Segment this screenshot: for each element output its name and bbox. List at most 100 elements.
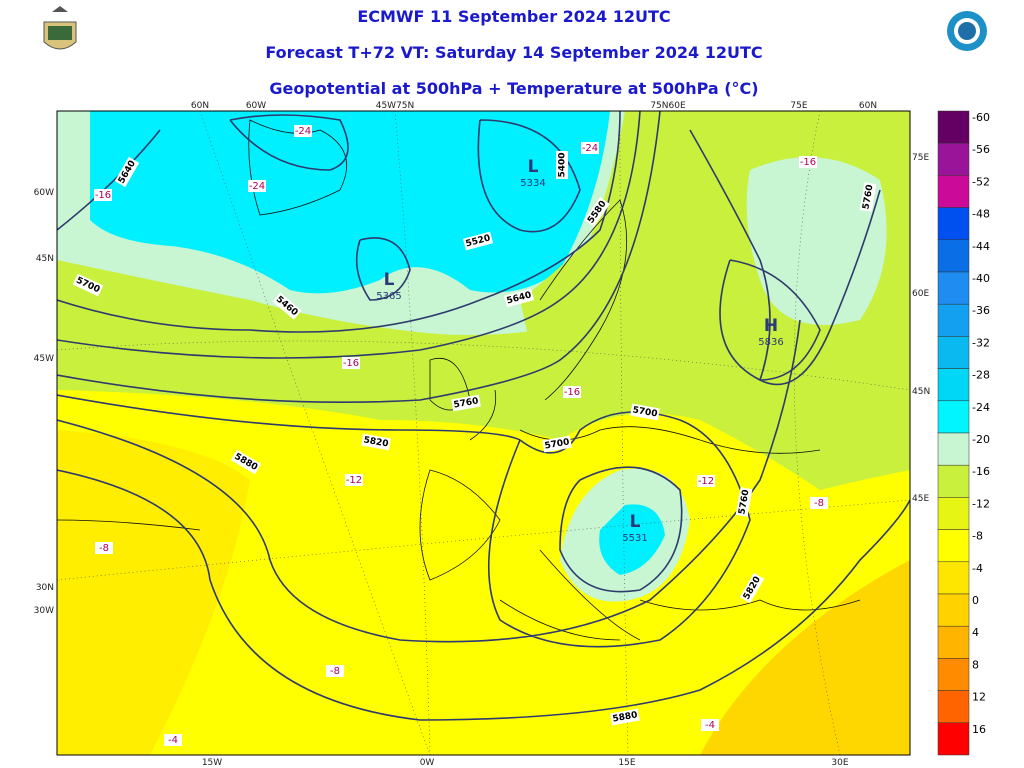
colorbar-label: 8 [972, 658, 979, 671]
contour-label-bg [584, 197, 610, 227]
colorbar-label: -12 [972, 497, 990, 510]
lon-label: 60W [246, 101, 266, 111]
colorbar-swatch [937, 722, 970, 756]
pressure-center-value: 5334 [520, 178, 545, 189]
lat-label: 60E [912, 289, 929, 299]
temp-label-bg [94, 189, 112, 201]
colorbar-label: -16 [972, 465, 990, 478]
contour-label-bg [72, 273, 104, 297]
colorbar-swatch [937, 142, 970, 176]
colorbar-label: -52 [972, 175, 990, 188]
pressure-center: L [384, 270, 395, 290]
pressure-center-value: 5836 [758, 337, 783, 348]
colorbar-swatch [937, 593, 970, 627]
contour-label-text: 5700 [632, 405, 658, 419]
colorbar-swatch [937, 271, 970, 305]
colorbar-label: -48 [972, 208, 990, 221]
contour-label-bg [735, 487, 753, 517]
temp-label: -4 [168, 735, 178, 746]
colorbar-swatch [937, 658, 970, 691]
temp-label-bg [248, 180, 266, 192]
contour-label: 5760 [451, 394, 481, 412]
temp-label: -16 [343, 358, 359, 369]
colorbar-label: -40 [972, 272, 990, 285]
colorbar-label: 16 [972, 723, 986, 736]
colorbar-label: -4 [972, 562, 983, 575]
temp-label: -16 [95, 190, 111, 201]
temp-label-bg [701, 719, 719, 731]
temp-label: -24 [249, 181, 265, 192]
logo-left [43, 6, 77, 50]
title-line: Geopotential at 500hPa + Temperature at … [269, 79, 758, 98]
temp-label-bg [294, 125, 312, 137]
colorbar-swatch [937, 207, 970, 241]
lon-label: 75N60E [650, 101, 686, 111]
pressure-center-value: 5365 [376, 291, 401, 302]
colorbar-swatch [937, 529, 970, 563]
contour-label-text: 5700 [544, 437, 570, 451]
colorbar-label: -28 [972, 369, 990, 382]
contour-label-bg [630, 403, 660, 421]
temp-label: -4 [705, 720, 715, 731]
temp-label-bg [799, 156, 817, 168]
title-line: ECMWF 11 September 2024 12UTC [357, 7, 670, 26]
contour-label-text: 5400 [558, 152, 568, 177]
contour-label-bg [361, 433, 391, 451]
lat-label: 75E [912, 153, 929, 163]
colorbar-label: -60 [972, 111, 990, 124]
colorbar-swatch [937, 561, 970, 595]
lon-label: 15W [202, 758, 222, 768]
colorbar-label: 12 [972, 691, 986, 704]
contour-label-bg [503, 288, 535, 308]
contour-label-text: 5760 [737, 489, 751, 515]
contour-label: 5820 [361, 433, 391, 451]
contour-label-text: 5820 [363, 435, 389, 449]
colorbar-label: -32 [972, 336, 990, 349]
temp-label: -24 [582, 143, 598, 154]
colorbar-swatch [937, 497, 970, 530]
pressure-center: L [630, 512, 641, 532]
colorbar-label: -24 [972, 401, 990, 414]
title-line: Forecast T+72 VT: Saturday 14 September … [265, 43, 762, 62]
lon-label: 60N [859, 101, 877, 111]
contour-label-bg [739, 572, 765, 604]
colorbar-swatch [937, 368, 970, 402]
temp-label: -16 [564, 387, 580, 398]
colorbar-swatch [937, 336, 970, 369]
lat-label: 45N [912, 387, 930, 397]
lon-label: 75E [790, 101, 807, 111]
temp-label: -8 [330, 666, 340, 677]
contour-label-bg [859, 182, 877, 212]
temp-label: -8 [814, 498, 824, 509]
contour-label-text: 5760 [453, 396, 479, 410]
temp-label-bg [95, 542, 113, 554]
temp-label-bg [581, 142, 599, 154]
lon-label: 45W75N [376, 101, 415, 111]
contour-label: 5760 [859, 182, 877, 212]
map [57, 111, 910, 755]
temp-label: -12 [346, 475, 362, 486]
temp-label-bg [697, 475, 715, 487]
colorbar-label: -8 [972, 530, 983, 543]
contour-label: 5700 [542, 435, 572, 453]
contour-label-bg [230, 449, 262, 475]
colorbar-swatch [937, 690, 970, 724]
contour-label: 5880 [610, 708, 640, 726]
pressure-center: H [764, 316, 778, 336]
contour-label-bg [462, 231, 494, 251]
lon-label: 60N [191, 101, 209, 111]
contour-label-bg [610, 708, 640, 726]
colorbar-label: -56 [972, 143, 990, 156]
colorbar-swatch [937, 464, 970, 498]
temp-label: -24 [295, 126, 311, 137]
contour-label: 5760 [735, 487, 753, 517]
colorbar-label: -36 [972, 304, 990, 317]
lat-label: 45N [36, 254, 54, 264]
contour-label: 5400 [556, 151, 568, 179]
colorbar-swatch [937, 110, 970, 144]
contour-label-bg [542, 435, 572, 453]
contour-label: 5700 [630, 403, 660, 421]
temp-label-bg [345, 474, 363, 486]
colorbar-label: -44 [972, 240, 990, 253]
